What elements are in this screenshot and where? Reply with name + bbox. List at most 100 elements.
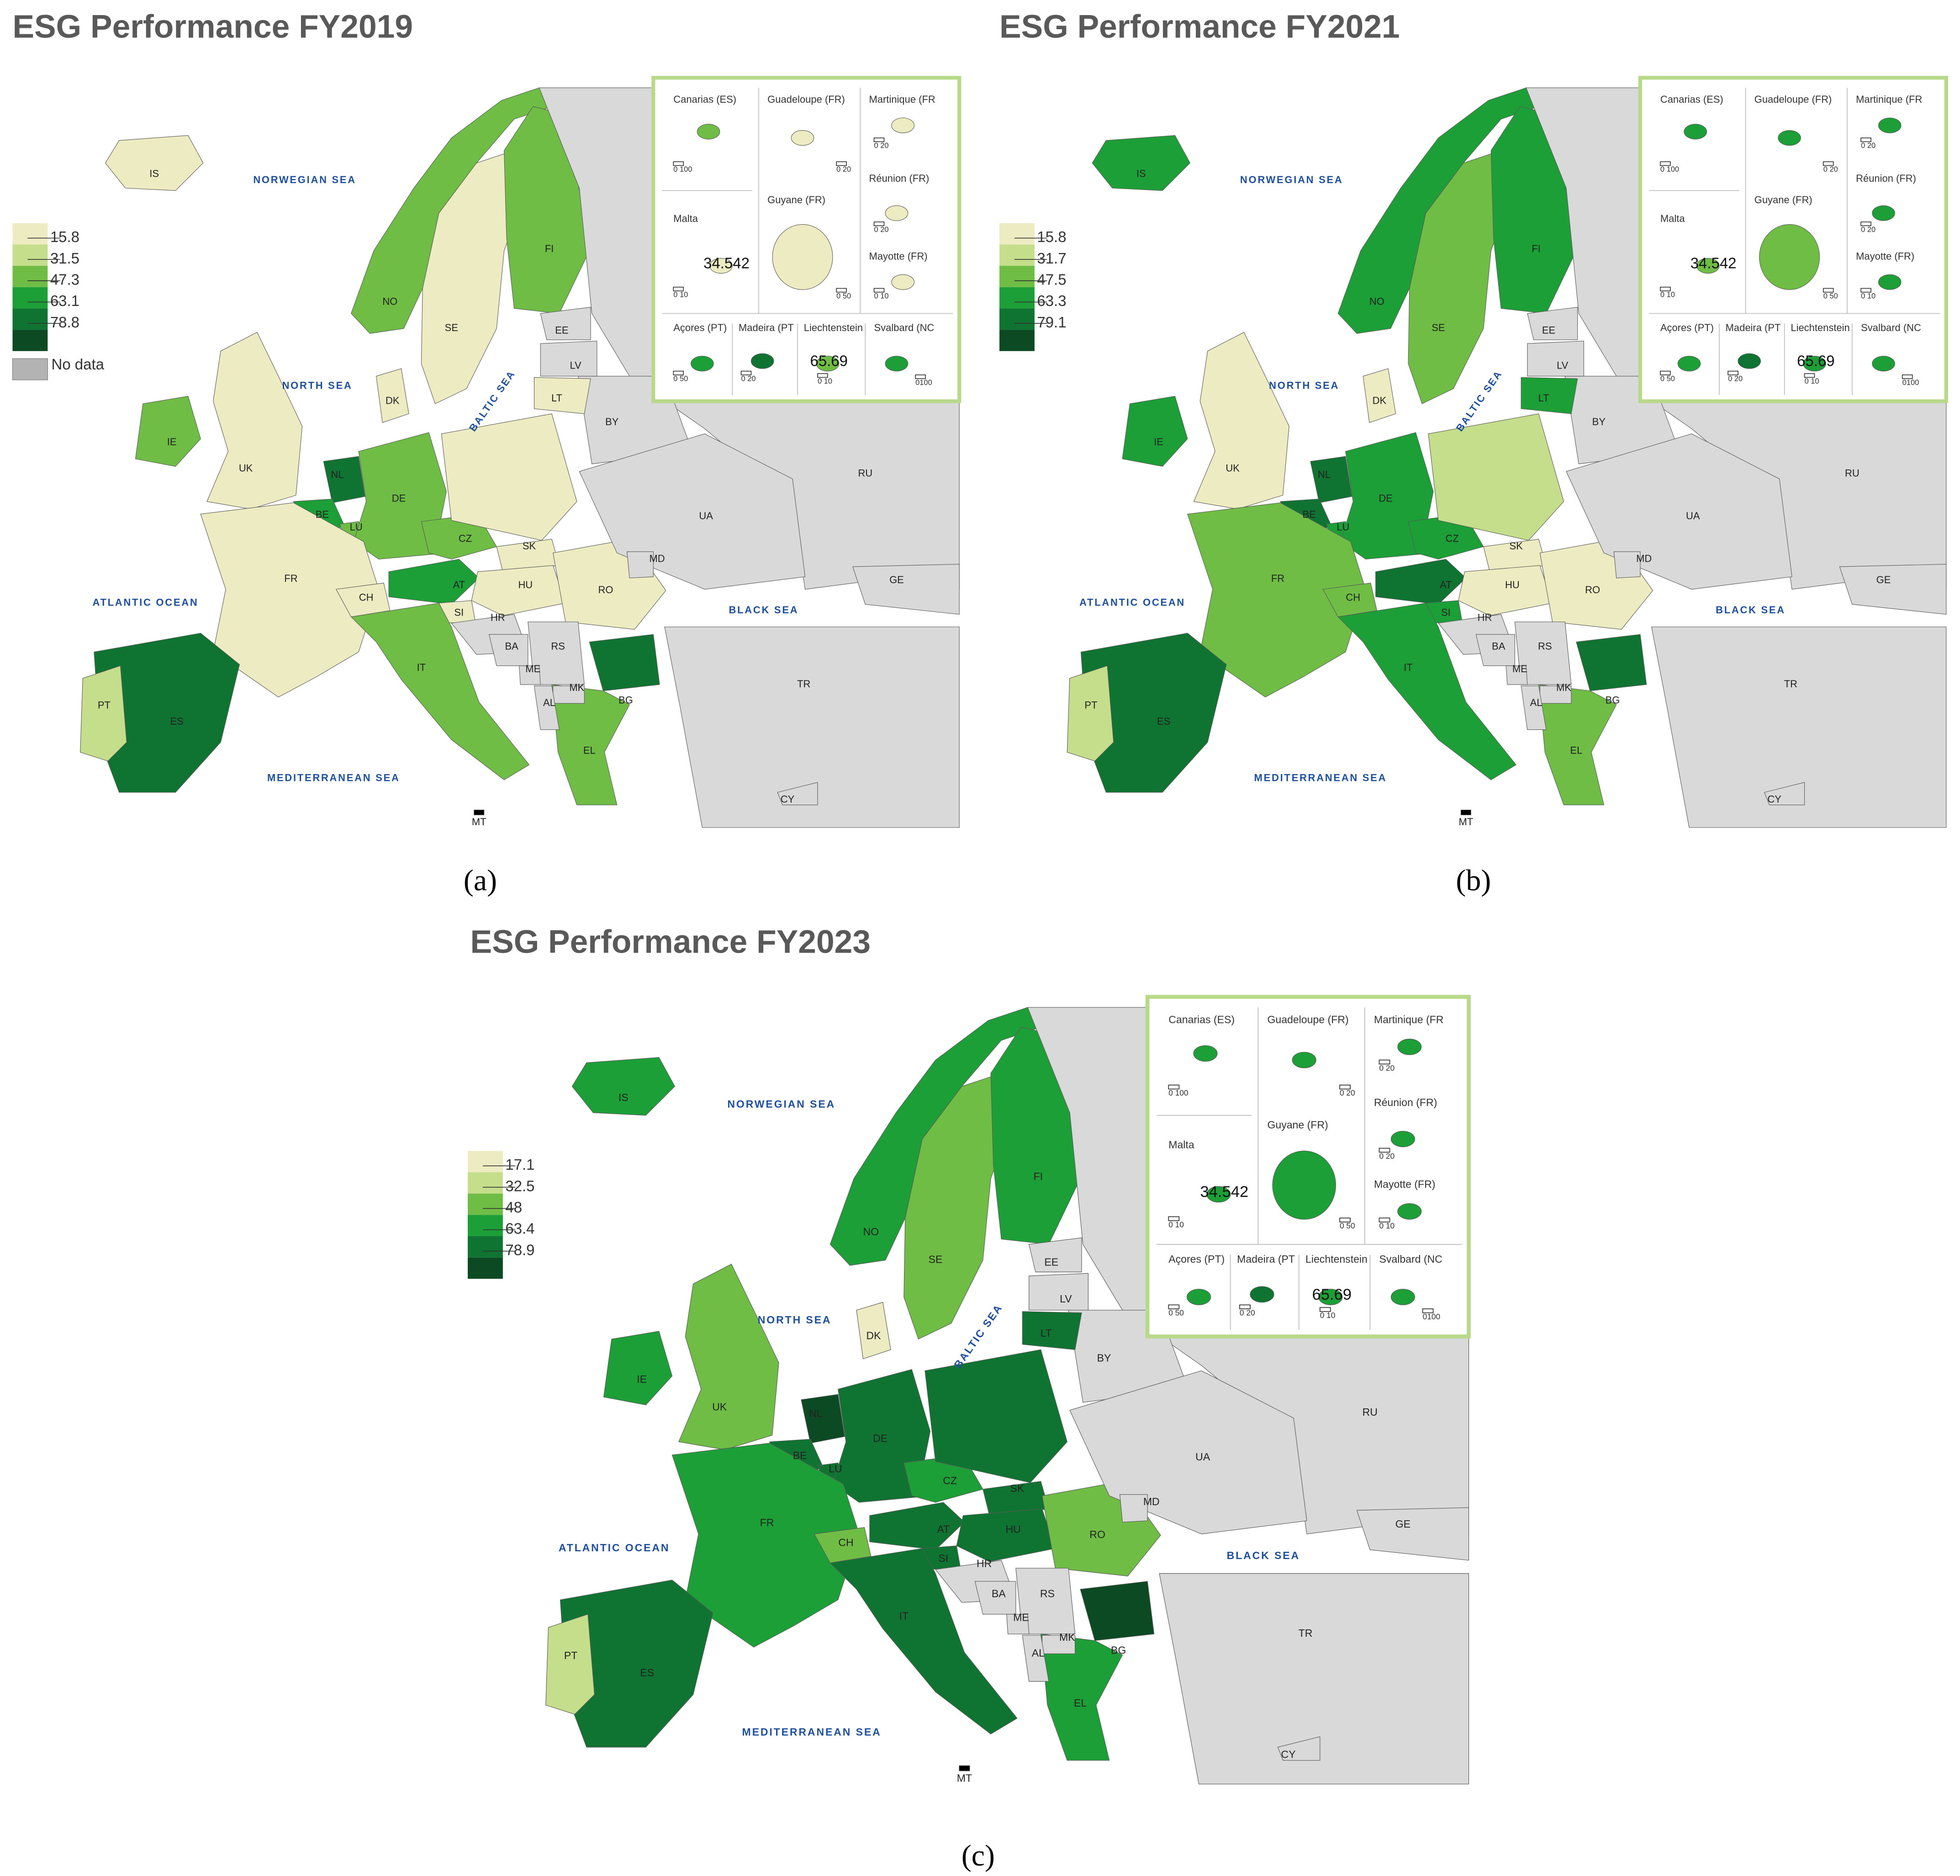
- scale-bar: [836, 288, 847, 293]
- inset-name: Açores (PT): [673, 322, 727, 333]
- country: [528, 622, 585, 685]
- country-label: IS: [618, 1091, 629, 1103]
- country-label: UK: [1226, 463, 1240, 474]
- country: [1458, 565, 1553, 616]
- country-label: UA: [1686, 510, 1700, 522]
- country: [1067, 665, 1114, 762]
- inset-name: Mayotte (FR): [1374, 1178, 1435, 1190]
- country-label: HR: [977, 1557, 992, 1569]
- legend-label: 48: [505, 1199, 522, 1216]
- inset-name: Guadeloupe (FR): [767, 94, 845, 105]
- legend-swatch: [999, 244, 1035, 266]
- country-label: AT: [453, 579, 465, 590]
- inset-region: [1206, 1186, 1231, 1203]
- scale-bar: [915, 374, 926, 379]
- country: [603, 1331, 673, 1406]
- country: [388, 559, 480, 605]
- inset-name: Martinique (FR: [869, 94, 935, 105]
- country-label: HR: [1478, 611, 1492, 623]
- country-label: MK: [1059, 1631, 1075, 1643]
- inset-scale: 0 10: [1805, 377, 1819, 385]
- map-title: ESG Performance FY2019: [12, 8, 413, 45]
- scale-bar: [1823, 288, 1834, 293]
- inset-scale: 0 20: [1240, 1308, 1255, 1317]
- country-label: UA: [1195, 1451, 1210, 1463]
- country: [1122, 395, 1188, 467]
- panel-caption: (a): [464, 864, 497, 897]
- country-label: BY: [605, 416, 619, 427]
- inset-scale: 0 10: [1861, 292, 1875, 300]
- legend-label: 47.3: [50, 271, 79, 288]
- inset-scale: 0 10: [818, 377, 832, 385]
- scale-bar: [873, 221, 885, 227]
- country-label: PT: [98, 699, 111, 711]
- country: [471, 565, 566, 616]
- country: [1538, 684, 1617, 806]
- country: [1080, 1581, 1155, 1641]
- inset-scale: 0 20: [1861, 226, 1875, 234]
- country: [1193, 332, 1289, 510]
- country: [474, 810, 485, 816]
- map-title: ESG Performance FY2021: [999, 8, 1400, 45]
- country: [1514, 622, 1572, 685]
- inset-name: Mayotte (FR): [869, 250, 928, 262]
- scale-bar: [1339, 1085, 1351, 1090]
- country-label: BY: [1097, 1352, 1111, 1364]
- inset-region: [750, 353, 774, 369]
- panel-caption: (c): [962, 1839, 995, 1872]
- country-label: CH: [838, 1536, 853, 1548]
- legend-swatch: [999, 223, 1035, 245]
- country-label: EE: [1044, 1256, 1058, 1268]
- inset-scale: 0 10: [874, 292, 889, 300]
- inset-scale: 0100: [1423, 1312, 1440, 1321]
- country-label: DK: [386, 395, 400, 406]
- legend-swatch: [999, 330, 1035, 351]
- inset-region: [891, 274, 914, 290]
- country: [441, 413, 577, 541]
- legend-swatch: [12, 287, 48, 309]
- inset-scale: 0100: [1902, 379, 1919, 387]
- inset-name: Svalbard (NC: [1379, 1253, 1442, 1265]
- country: [1015, 1568, 1076, 1634]
- inset-region: [1292, 1052, 1316, 1069]
- country: [1363, 368, 1396, 423]
- inset-name: Guyane (FR): [767, 194, 825, 206]
- legend-label: No data: [52, 356, 105, 373]
- inset-name: Svalbard (NC: [1861, 322, 1921, 333]
- map-title: ESG Performance FY2023: [470, 924, 871, 960]
- country-label: BE: [1303, 509, 1316, 520]
- legend-label: 63.1: [50, 292, 79, 309]
- scale-bar: [1168, 1085, 1180, 1090]
- inset-name: Madeira (PT: [739, 322, 794, 333]
- inset-region: [691, 356, 714, 372]
- inset-scale: 0 20: [1861, 142, 1875, 150]
- country-label: NO: [863, 1226, 879, 1238]
- country-label: EL: [583, 744, 596, 756]
- country: [829, 1548, 1018, 1734]
- country-label: NO: [1369, 295, 1384, 307]
- country: [664, 627, 960, 828]
- legend-swatch: [12, 244, 48, 266]
- legend-swatch: [12, 330, 48, 351]
- country-label: HU: [518, 579, 533, 590]
- inset-region: [791, 130, 814, 146]
- country: [1041, 1634, 1123, 1761]
- inset-region: [1187, 1289, 1211, 1306]
- inset-name: Madeira (PT: [1726, 322, 1781, 333]
- legend-swatch: [468, 1172, 503, 1194]
- country: [534, 377, 591, 414]
- sea-label: NORWEGIAN SEA: [253, 174, 356, 185]
- country: [869, 1502, 965, 1550]
- inset-region: [1272, 1150, 1336, 1220]
- country-label: UK: [239, 463, 253, 474]
- country-label: BG: [618, 695, 633, 706]
- inset-scale: 0 50: [1340, 1221, 1355, 1230]
- inset-scale: 0 100: [1660, 165, 1679, 174]
- inset-region: [1738, 353, 1761, 369]
- country: [956, 1508, 1056, 1562]
- inset-name: Martinique (FR: [1374, 1014, 1443, 1026]
- country-label: FI: [545, 243, 554, 254]
- inset-name: Liechtenstein: [1305, 1253, 1368, 1265]
- legend-label: 17.1: [505, 1156, 534, 1173]
- country-label: SI: [938, 1552, 948, 1564]
